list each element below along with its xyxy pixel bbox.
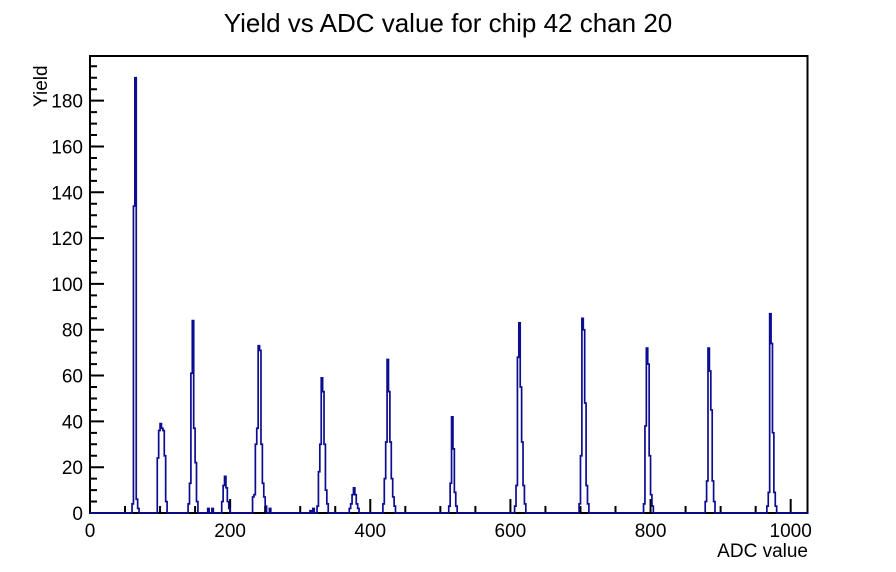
plot-title: Yield vs ADC value for chip 42 chan 20 <box>223 8 673 38</box>
x-axis-title: ADC value <box>717 541 808 562</box>
histogram-line <box>90 76 808 514</box>
y-tick-label: 160 <box>51 137 83 158</box>
x-tick-label: 200 <box>214 521 246 542</box>
x-tick-label: 0 <box>85 521 96 542</box>
y-tick-label: 0 <box>72 504 83 525</box>
y-tick-label: 140 <box>51 183 83 204</box>
y-tick-label: 60 <box>62 367 83 388</box>
x-tick-label: 1000 <box>770 521 812 542</box>
x-tick-label: 800 <box>635 521 667 542</box>
x-tick-label: 400 <box>354 521 386 542</box>
axis-ticks <box>90 65 792 513</box>
x-tick-label: 600 <box>495 521 527 542</box>
axis-tick-labels: 0 200 400 600 800 1000 0 20 40 60 80 100 120 140 160 18… <box>51 92 812 542</box>
y-tick-label: 80 <box>62 321 83 342</box>
y-axis-title: Yield <box>31 65 52 107</box>
y-tick-label: 20 <box>62 458 83 479</box>
plot-frame <box>89 55 809 514</box>
y-tick-label: 120 <box>51 229 83 250</box>
tick-marks <box>90 65 792 513</box>
y-tick-label: 40 <box>62 412 83 433</box>
y-tick-label: 100 <box>51 275 83 296</box>
y-tick-label: 180 <box>51 92 83 113</box>
